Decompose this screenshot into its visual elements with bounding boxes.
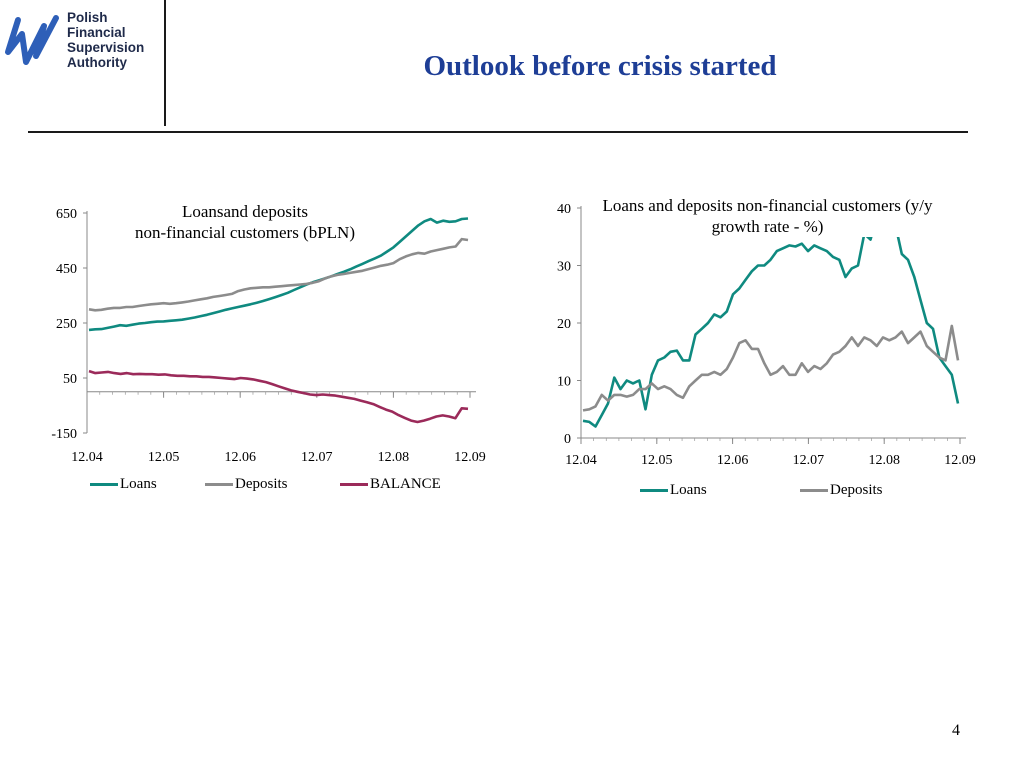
legend-label: Loans bbox=[670, 482, 707, 498]
chart-legend: Loans Deposits bbox=[640, 482, 883, 499]
x-tick-label: 12.06 bbox=[717, 453, 749, 468]
series-line-loans bbox=[88, 217, 469, 332]
title-rule bbox=[28, 131, 968, 133]
legend-item-loans: Loans bbox=[640, 482, 800, 499]
page-number: 4 bbox=[952, 722, 960, 739]
y-tick-label: 40 bbox=[557, 202, 571, 217]
loans-deposits-level-chart: 650 450 250 50 -150 12.04 12.05 12.06 12.07 12.08… bbox=[30, 195, 500, 505]
series-line-loans bbox=[582, 206, 960, 428]
page-title: Outlook before crisis started bbox=[423, 50, 777, 82]
legend-swatch-deposits bbox=[800, 489, 828, 492]
series-line-deposits bbox=[88, 237, 469, 312]
y-tick-label: 50 bbox=[63, 372, 77, 387]
legend-label: Deposits bbox=[235, 476, 288, 492]
x-tick-label: 12.05 bbox=[148, 450, 180, 465]
y-tick-label: 250 bbox=[56, 317, 77, 332]
x-tick-label: 12.08 bbox=[378, 450, 410, 465]
series-line-deposits bbox=[582, 324, 960, 412]
legend-item-loans: Loans bbox=[90, 476, 205, 493]
y-tick-label: 450 bbox=[56, 262, 77, 277]
legend-swatch-balance bbox=[340, 483, 368, 486]
series-line-balance bbox=[88, 369, 469, 424]
logo-text-line: Polish bbox=[67, 10, 108, 25]
knf-logo-mark bbox=[5, 15, 59, 65]
legend-swatch-loans bbox=[90, 483, 118, 486]
legend-swatch-deposits bbox=[205, 483, 233, 486]
legend-label: Deposits bbox=[830, 482, 883, 498]
x-tick-label: 12.09 bbox=[454, 450, 486, 465]
logo-text-line: Supervision bbox=[67, 40, 145, 55]
logo-text-line: Authority bbox=[67, 55, 127, 70]
legend-label: Loans bbox=[120, 476, 157, 492]
chart-title-line: non-financial customers (bPLN) bbox=[135, 223, 355, 242]
x-tick-label: 12.04 bbox=[565, 453, 597, 468]
chart-plot-area: 40 30 20 10 0 12.04 12.05 12.06 12.07 12.08 12.09 bbox=[557, 202, 976, 468]
y-tick-label: 20 bbox=[557, 317, 571, 332]
loans-deposits-growth-chart: 40 30 20 10 0 12.04 12.05 12.06 12.07 12.08 12.09 … bbox=[520, 190, 995, 510]
y-tick-label: 650 bbox=[56, 207, 77, 222]
legend-swatch-loans bbox=[640, 489, 668, 492]
x-tick-label: 12.07 bbox=[793, 453, 825, 468]
chart-title-line: Loansand deposits bbox=[181, 202, 309, 221]
x-tick-label: 12.09 bbox=[944, 453, 976, 468]
header-divider bbox=[164, 0, 166, 126]
legend-label: BALANCE bbox=[370, 476, 441, 492]
y-tick-label: 0 bbox=[564, 432, 571, 447]
chart-plot-area: 650 450 250 50 -150 12.04 12.05 12.06 12.07 12.08… bbox=[51, 207, 486, 465]
y-tick-label: 10 bbox=[557, 375, 571, 390]
logo: Polish Financial Supervision Authority bbox=[0, 0, 170, 128]
logo-text: Polish Financial Supervision Authority bbox=[67, 10, 162, 70]
legend-item-deposits: Deposits bbox=[205, 476, 340, 493]
x-tick-label: 12.07 bbox=[301, 450, 333, 465]
y-tick-label: 30 bbox=[557, 260, 571, 275]
x-tick-label: 12.08 bbox=[868, 453, 900, 468]
x-tick-label: 12.06 bbox=[224, 450, 256, 465]
legend-item-deposits: Deposits bbox=[800, 482, 883, 499]
legend-item-balance: BALANCE bbox=[340, 476, 441, 493]
y-tick-label: -150 bbox=[51, 427, 77, 442]
x-tick-label: 12.05 bbox=[641, 453, 673, 468]
chart-title: Loans and deposits non-financial custome… bbox=[595, 195, 940, 237]
chart-title: Loansand deposits non-financial customer… bbox=[110, 201, 380, 243]
x-tick-label: 12.04 bbox=[71, 450, 103, 465]
chart-legend: Loans Deposits BALANCE bbox=[90, 476, 441, 493]
logo-text-line: Financial bbox=[67, 25, 126, 40]
